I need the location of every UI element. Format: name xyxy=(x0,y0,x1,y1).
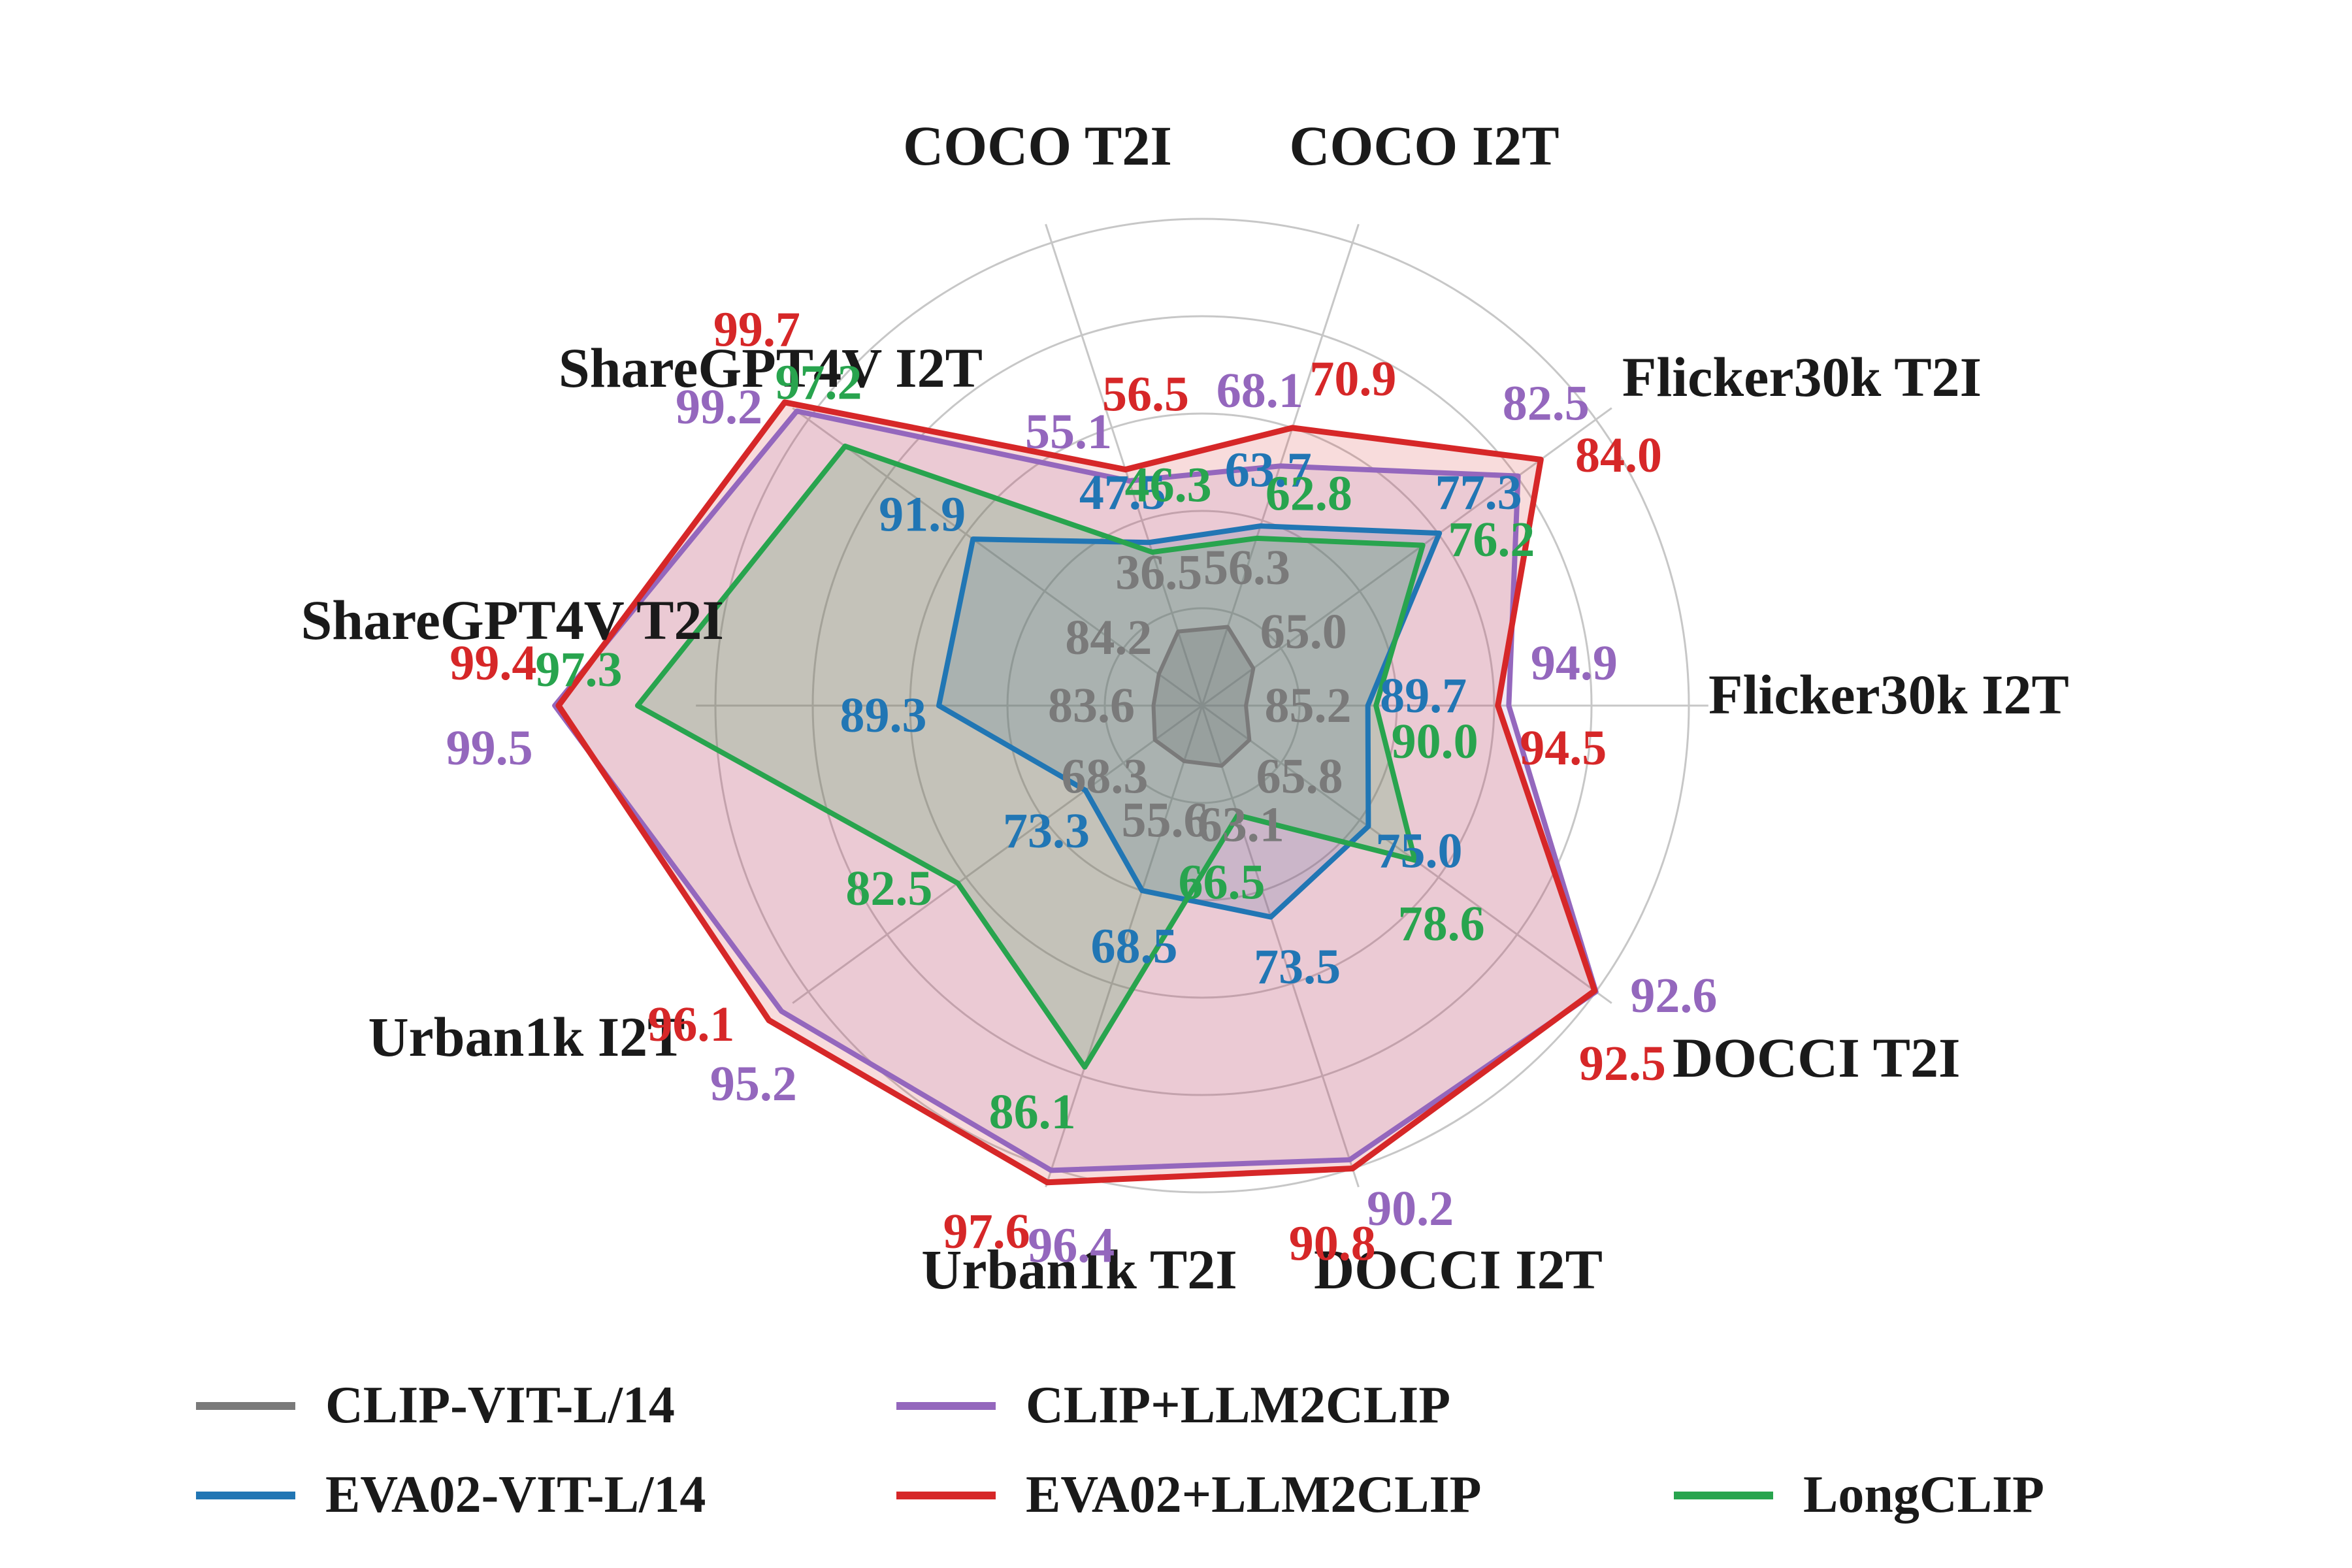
axis-title: Urban1k I2T xyxy=(368,1005,685,1068)
value-label: 62.8 xyxy=(1266,466,1352,521)
value-label: 99.5 xyxy=(446,721,533,776)
value-label: 95.2 xyxy=(710,1056,797,1111)
value-label: 63.1 xyxy=(1198,797,1284,852)
value-label: 73.5 xyxy=(1254,939,1341,994)
legend-label-clip-llm2clip: CLIP+LLM2CLIP xyxy=(1026,1377,1451,1434)
axis-title: DOCCI T2I xyxy=(1673,1026,1960,1089)
value-label: 63.7 xyxy=(1225,443,1312,498)
series-lines xyxy=(552,399,1599,1186)
axis-title: Flicker30k I2T xyxy=(1708,663,2069,726)
value-label: 84.2 xyxy=(1065,610,1152,665)
value-label: 70.9 xyxy=(1309,351,1396,406)
series-line-2 xyxy=(552,408,1599,1173)
value-label: 85.2 xyxy=(1265,678,1352,733)
value-label: 91.9 xyxy=(879,487,966,542)
grid-spoke xyxy=(792,407,1203,707)
series-area-3 xyxy=(558,402,1595,1183)
value-label: 99.4 xyxy=(449,636,536,691)
series-area-0 xyxy=(1153,627,1254,766)
value-label: 75.0 xyxy=(1375,824,1462,879)
legend-label-eva02-llm2clip: EVA02+LLM2CLIP xyxy=(1026,1466,1482,1524)
legend-swatch-eva02-vit-l14 xyxy=(196,1491,295,1499)
series-line-4 xyxy=(634,443,1426,1070)
value-label: 90.0 xyxy=(1392,714,1478,769)
value-label: 47.5 xyxy=(1079,465,1166,520)
axis-title: Urban1k T2I xyxy=(921,1238,1237,1301)
value-label: 55.1 xyxy=(1025,404,1112,459)
value-label: 65.8 xyxy=(1256,749,1343,804)
value-label: 90.2 xyxy=(1367,1181,1454,1236)
legend-swatch-clip-llm2clip xyxy=(896,1401,996,1410)
axis-title: COCO T2I xyxy=(903,114,1172,177)
value-label: 92.6 xyxy=(1630,968,1717,1023)
value-label: 90.8 xyxy=(1289,1217,1376,1271)
axis-titles: COCO T2I COCO I2T Flicker30k T2I Flicker30k… xyxy=(301,114,2068,1301)
value-label: 83.6 xyxy=(1048,678,1135,733)
value-label: 97.3 xyxy=(535,642,622,697)
series-line-3 xyxy=(555,399,1598,1186)
value-label: 76.2 xyxy=(1448,512,1535,567)
value-label: 84.0 xyxy=(1575,428,1662,483)
series-area-1 xyxy=(938,526,1440,917)
axis-title: COCO I2T xyxy=(1289,114,1559,177)
grid-spoke xyxy=(1201,407,1612,707)
grid-spoke xyxy=(1201,704,1612,1004)
value-label: 77.3 xyxy=(1435,465,1522,520)
legend-swatch-longclip xyxy=(1674,1491,1773,1499)
legend-label-longclip: LongCLIP xyxy=(1803,1466,2044,1524)
series-line-1 xyxy=(936,523,1443,920)
value-label: 94.5 xyxy=(1520,721,1607,776)
value-label: 68.5 xyxy=(1091,919,1178,974)
legend-swatch-clip-vit-l14 xyxy=(196,1401,295,1410)
value-label: 86.1 xyxy=(989,1085,1076,1139)
value-label: 82.5 xyxy=(845,861,932,916)
grid-spoke xyxy=(792,704,1203,1004)
value-labels: 36.5 56.3 65.0 85.2 65.863.155.668.3 83.6 84.2… xyxy=(446,302,1718,1273)
value-label: 89.3 xyxy=(840,688,926,743)
value-label: 97.2 xyxy=(775,355,862,410)
value-label: 94.9 xyxy=(1531,636,1618,691)
value-label: 82.5 xyxy=(1503,376,1590,431)
grid xyxy=(696,218,1708,1194)
legend-item-clip-llm2clip: CLIP+LLM2CLIP xyxy=(896,1376,1450,1435)
axis-title: ShareGPT4V I2T xyxy=(559,336,983,399)
value-label: 56.3 xyxy=(1203,540,1290,595)
axis-title: ShareGPT4V T2I xyxy=(301,589,724,651)
value-label: 99.7 xyxy=(713,302,800,357)
value-label: 92.5 xyxy=(1579,1036,1666,1091)
value-label: 96.1 xyxy=(647,997,734,1052)
grid-spoke xyxy=(1045,705,1203,1188)
value-label: 46.3 xyxy=(1125,458,1212,513)
value-label: 99.2 xyxy=(676,380,762,434)
axis-title: Flicker30k T2I xyxy=(1622,346,1982,408)
value-label: 97.6 xyxy=(943,1204,1030,1259)
series-area-2 xyxy=(555,411,1596,1171)
series-line-0 xyxy=(1151,625,1256,768)
value-label: 68.3 xyxy=(1061,749,1148,804)
value-label: 68.1 xyxy=(1217,363,1303,418)
value-label: 89.7 xyxy=(1380,668,1467,723)
legend-item-eva02-llm2clip: EVA02+LLM2CLIP xyxy=(896,1465,1482,1525)
value-label: 66.5 xyxy=(1179,855,1266,909)
value-label: 73.3 xyxy=(1003,804,1090,858)
value-label: 55.6 xyxy=(1122,792,1209,847)
legend-swatch-eva02-llm2clip xyxy=(896,1491,996,1499)
value-label: 56.5 xyxy=(1102,367,1189,421)
legend-item-longclip: LongCLIP xyxy=(1674,1465,2044,1525)
legend-label-eva02-vit-l14: EVA02-VIT-L/14 xyxy=(325,1466,706,1524)
value-label: 65.0 xyxy=(1260,604,1347,659)
grid-spoke xyxy=(1045,223,1203,706)
legend-item-clip-vit-l14: CLIP-VIT-L/14 xyxy=(196,1376,675,1435)
value-label: 96.4 xyxy=(1028,1218,1115,1273)
legend-label-clip-vit-l14: CLIP-VIT-L/14 xyxy=(325,1377,675,1434)
legend-item-eva02-vit-l14: EVA02-VIT-L/14 xyxy=(196,1465,706,1525)
axis-title: DOCCI I2T xyxy=(1314,1238,1603,1301)
value-label: 36.5 xyxy=(1115,545,1202,600)
value-label: 78.6 xyxy=(1398,896,1485,951)
grid-spoke xyxy=(1201,705,1360,1188)
